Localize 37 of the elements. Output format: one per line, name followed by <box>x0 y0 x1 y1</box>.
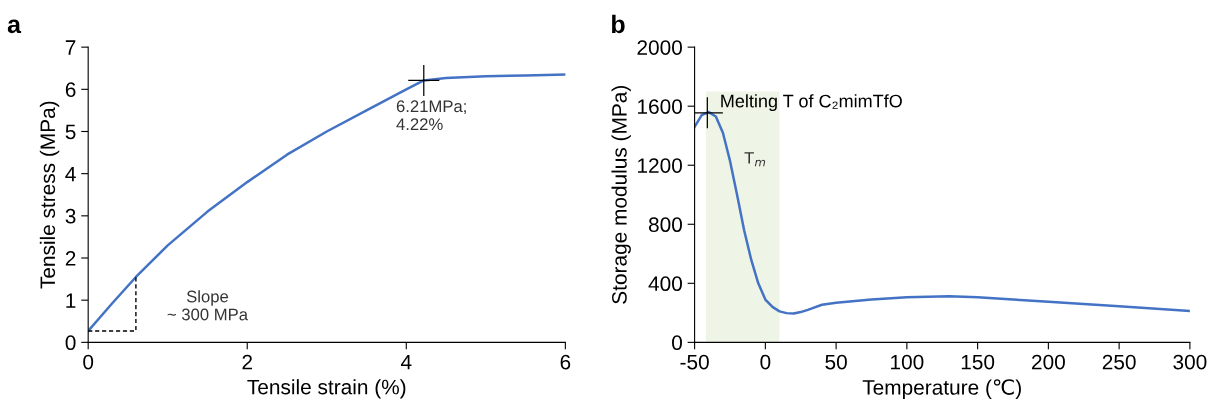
y-tick-label: 2 <box>65 251 76 266</box>
y-tick-label: 1600 <box>638 99 682 114</box>
annotation: T$_{m}$ <box>744 152 766 167</box>
annotation: 6.21MPa; 4.22% <box>396 100 466 131</box>
x-tick-label: 300 <box>1173 354 1207 370</box>
y-tick-label: 400 <box>648 276 682 292</box>
y-tick-label: 0 <box>672 335 682 351</box>
x-tick-label: 50 <box>825 354 847 370</box>
y-tick-label: 2000 <box>637 40 682 55</box>
y-tick-label: 0 <box>65 335 76 351</box>
chart-title: a <box>7 19 22 34</box>
annotation: Slope ~ 300 MPa <box>167 290 249 321</box>
y-tick-label: 6 <box>65 82 76 98</box>
y-axis-title: Storage modulus (MPa) <box>611 86 631 304</box>
x-tick-label: 200 <box>1032 354 1065 370</box>
x-tick-label: 100 <box>891 354 924 370</box>
y-tick-label: 1200 <box>638 158 682 173</box>
x-tick-label: 150 <box>961 354 995 370</box>
y-tick-label: 7 <box>65 40 76 55</box>
x-tick-label: 6 <box>560 354 571 370</box>
x-tick-label: 0 <box>760 354 771 370</box>
y-tick-label: 3 <box>65 208 76 224</box>
y-tick-label: 4 <box>65 166 76 182</box>
x-axis-title: Tensile strain (%) <box>247 379 406 399</box>
x-tick-label: 0 <box>83 354 94 370</box>
x-axis-title: Temperature (℃) <box>862 379 1021 399</box>
y-tick-label: 5 <box>65 124 76 140</box>
line-series <box>88 73 566 333</box>
y-tick-label: 800 <box>648 217 682 233</box>
band-label: Melting T of C₂mimTfO <box>721 94 902 112</box>
y-axis-title: Tensile stress (MPa) <box>39 101 60 289</box>
chart-title: b <box>612 14 625 34</box>
y-tick-label: 1 <box>66 293 76 308</box>
x-tick-label: 250 <box>1102 354 1136 370</box>
x-tick-label: 2 <box>242 354 252 370</box>
x-tick-label: -50 <box>680 354 709 370</box>
x-tick-label: 4 <box>400 354 412 370</box>
